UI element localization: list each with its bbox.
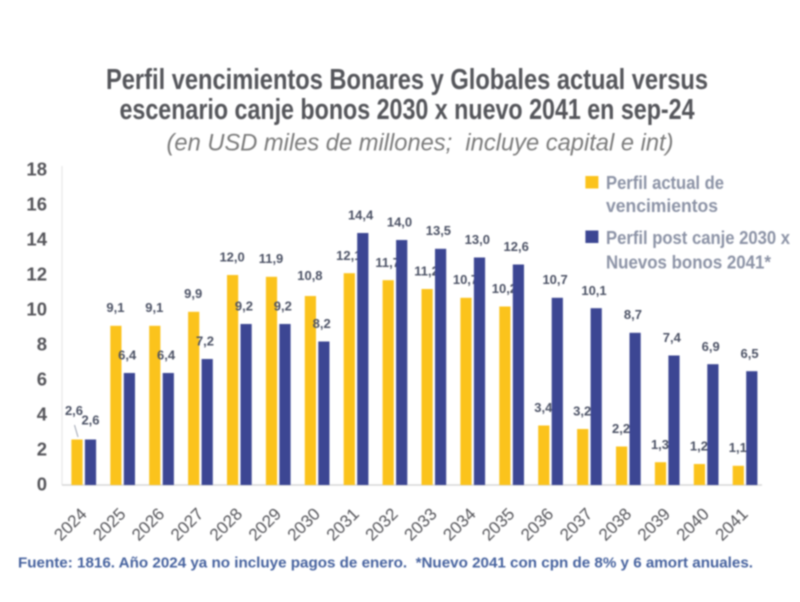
svg-text:13,0: 13,0	[465, 232, 490, 247]
svg-text:2,6: 2,6	[65, 403, 83, 418]
svg-text:9,1: 9,1	[145, 300, 163, 315]
svg-text:6,9: 6,9	[702, 339, 720, 354]
svg-text:1,2: 1,2	[690, 439, 708, 454]
svg-text:vencimientos: vencimientos	[606, 196, 718, 216]
svg-text:14: 14	[26, 229, 47, 250]
svg-text:13,5: 13,5	[426, 223, 451, 238]
svg-text:2,6: 2,6	[81, 413, 99, 428]
svg-text:12,6: 12,6	[504, 239, 529, 254]
svg-text:10,2: 10,2	[492, 281, 517, 296]
svg-text:8,2: 8,2	[313, 316, 331, 331]
svg-text:12,0: 12,0	[219, 250, 244, 265]
svg-text:2: 2	[37, 439, 47, 460]
svg-text:9,1: 9,1	[106, 300, 124, 315]
svg-text:9,2: 9,2	[274, 299, 292, 314]
svg-text:6,4: 6,4	[157, 348, 176, 363]
svg-text:9,2: 9,2	[235, 299, 253, 314]
svg-text:(en USD miles de millones; in: (en USD miles de millones; incluye capit…	[167, 130, 674, 157]
svg-text:Fuente: 1816. Año 2024 ya no i: Fuente: 1816. Año 2024 ya no incluye pag…	[18, 555, 753, 572]
svg-text:2,2: 2,2	[612, 421, 630, 436]
svg-text:0: 0	[37, 474, 47, 495]
svg-text:12,1: 12,1	[336, 248, 361, 263]
svg-text:4: 4	[37, 404, 48, 425]
svg-text:11,7: 11,7	[375, 255, 400, 270]
svg-text:7,4: 7,4	[663, 330, 682, 345]
svg-text:3,4: 3,4	[534, 400, 553, 415]
svg-text:10,7: 10,7	[542, 272, 567, 287]
svg-text:11,2: 11,2	[414, 264, 439, 279]
svg-text:14,4: 14,4	[348, 208, 374, 223]
svg-text:1,1: 1,1	[729, 440, 747, 455]
svg-text:6: 6	[37, 369, 47, 390]
svg-text:9,9: 9,9	[184, 286, 202, 301]
svg-text:7,2: 7,2	[196, 334, 214, 349]
svg-text:10,1: 10,1	[581, 283, 606, 298]
svg-text:3,2: 3,2	[573, 404, 591, 419]
svg-text:Perfil vencimientos Bonares y: Perfil vencimientos Bonares y Globales a…	[106, 64, 708, 96]
svg-text:10,7: 10,7	[453, 272, 478, 287]
svg-text:14,0: 14,0	[387, 215, 412, 230]
svg-text:8,7: 8,7	[624, 307, 642, 322]
svg-text:Nuevos bonos 2041*: Nuevos bonos 2041*	[606, 253, 771, 273]
svg-text:10: 10	[26, 299, 47, 320]
svg-text:escenario canje bonos 2030 x n: escenario canje bonos 2030 x nuevo 2041 …	[120, 94, 695, 126]
svg-text:1,3: 1,3	[651, 437, 669, 452]
svg-text:12: 12	[26, 264, 47, 285]
svg-text:Perfil post canje 2030 x: Perfil post canje 2030 x	[606, 228, 790, 248]
svg-text:6,4: 6,4	[118, 348, 137, 363]
svg-text:11,9: 11,9	[259, 251, 284, 266]
svg-text:6,5: 6,5	[741, 346, 759, 361]
svg-text:10,8: 10,8	[297, 268, 322, 283]
svg-text:8: 8	[37, 334, 47, 355]
svg-text:Perfil actual de: Perfil actual de	[606, 173, 724, 193]
svg-text:18: 18	[26, 159, 47, 180]
svg-text:16: 16	[26, 194, 47, 215]
